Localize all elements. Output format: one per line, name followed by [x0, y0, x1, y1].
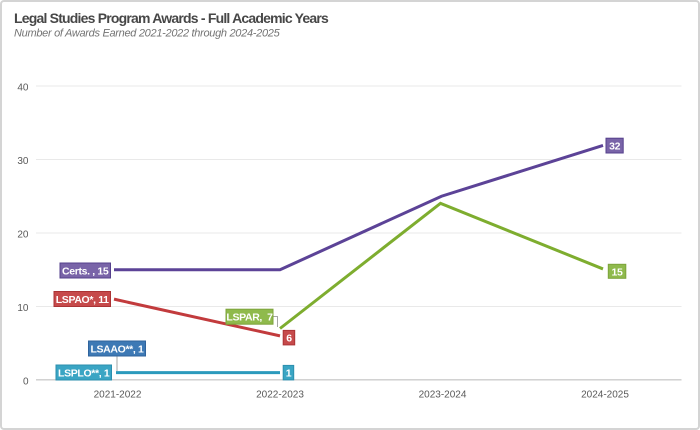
svg-text:1: 1 [286, 368, 292, 380]
svg-text:32: 32 [609, 141, 620, 153]
svg-text:LSAAO**, 1: LSAAO**, 1 [90, 343, 144, 355]
svg-text:2024-2025: 2024-2025 [581, 390, 629, 401]
svg-text:LSPAR, 7: LSPAR, 7 [226, 312, 273, 324]
svg-text:2023-2024: 2023-2024 [419, 390, 467, 401]
svg-text:0: 0 [23, 376, 29, 387]
svg-text:30: 30 [17, 156, 29, 167]
svg-text:10: 10 [17, 303, 29, 314]
svg-text:LSPLO**, 1: LSPLO**, 1 [58, 367, 110, 379]
svg-text:Certs. , 15: Certs. , 15 [62, 265, 109, 277]
svg-text:2022-2023: 2022-2023 [256, 390, 304, 401]
svg-text:Number of Awards Earned 2021-2: Number of Awards Earned 2021-2022 throug… [14, 28, 281, 40]
svg-text:2021-2022: 2021-2022 [94, 390, 142, 401]
svg-text:LSPAO*, 11: LSPAO*, 11 [56, 294, 109, 306]
svg-text:40: 40 [17, 82, 29, 93]
svg-text:20: 20 [17, 229, 29, 240]
svg-text:Legal Studies Program Awards -: Legal Studies Program Awards - Full Acad… [14, 10, 329, 26]
svg-text:15: 15 [612, 266, 623, 278]
svg-text:6: 6 [286, 333, 292, 345]
